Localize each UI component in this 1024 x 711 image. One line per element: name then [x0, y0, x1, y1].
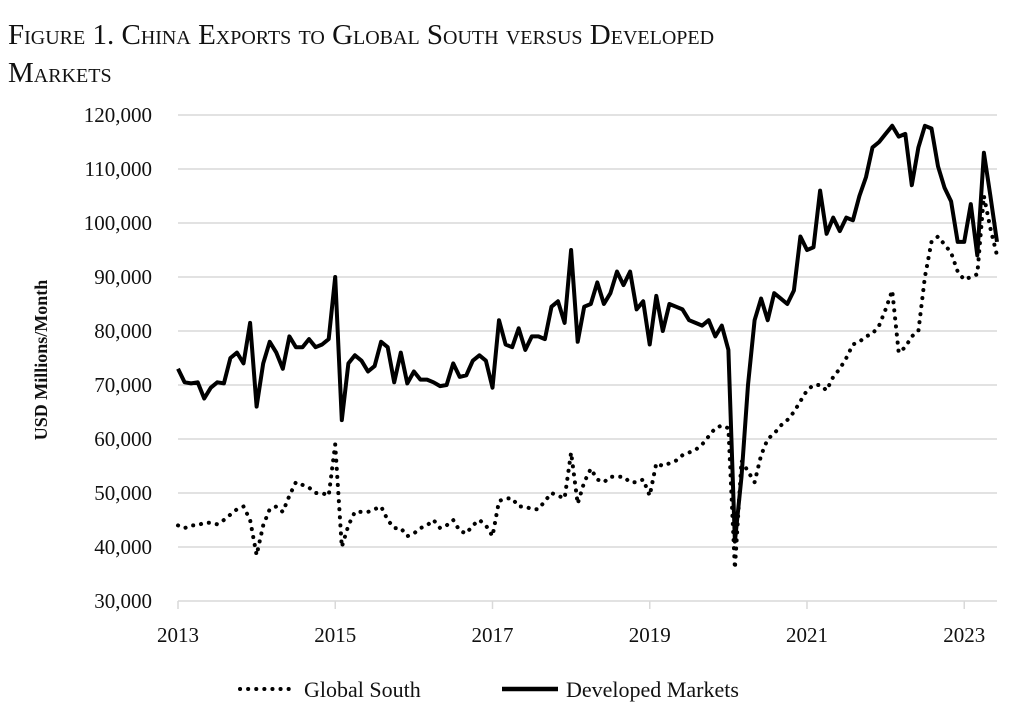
x-tick-labels: 2013 2015 2017 2019 2021 2023	[157, 623, 985, 647]
y-tick-label: 110,000	[85, 157, 152, 181]
x-tick-label: 2013	[157, 623, 199, 647]
series-lines	[176, 123, 999, 571]
y-tick-label: 60,000	[94, 427, 152, 451]
chart-title-line-1: Figure 1. China Exports to Global South …	[8, 19, 714, 51]
y-tick-label: 90,000	[94, 265, 152, 289]
y-tick-label: 120,000	[84, 103, 152, 127]
y-tick-labels: 30,000 40,000 50,000 60,000 70,000 80,000 90,0…	[84, 103, 152, 613]
y-tick-label: 80,000	[94, 319, 152, 343]
x-tick-label: 2017	[471, 623, 513, 647]
y-axis-label: USD Millions/Month	[31, 280, 51, 441]
x-tick-label: 2023	[943, 623, 985, 647]
x-tick-label: 2019	[629, 623, 671, 647]
y-tick-label: 50,000	[94, 481, 152, 505]
y-tick-label: 100,000	[84, 211, 152, 235]
y-tick-label: 40,000	[94, 535, 152, 559]
series-line-developed-markets	[176, 123, 999, 544]
y-tick-label: 30,000	[94, 589, 152, 613]
x-tick-label: 2015	[314, 623, 356, 647]
legend-label-developed-markets: Developed Markets	[566, 677, 739, 702]
legend: Global South Developed Markets	[238, 677, 739, 702]
y-tick-label: 70,000	[94, 373, 152, 397]
series-line-global-south	[176, 194, 999, 571]
x-tick-label: 2021	[786, 623, 828, 647]
legend-label-global-south: Global South	[304, 677, 421, 702]
chart-title-line-2: Markets	[8, 57, 112, 89]
